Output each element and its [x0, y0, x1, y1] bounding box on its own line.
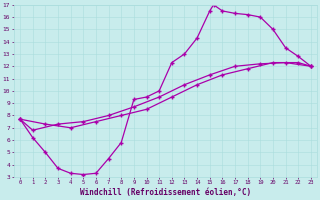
X-axis label: Windchill (Refroidissement éolien,°C): Windchill (Refroidissement éolien,°C)	[80, 188, 251, 197]
